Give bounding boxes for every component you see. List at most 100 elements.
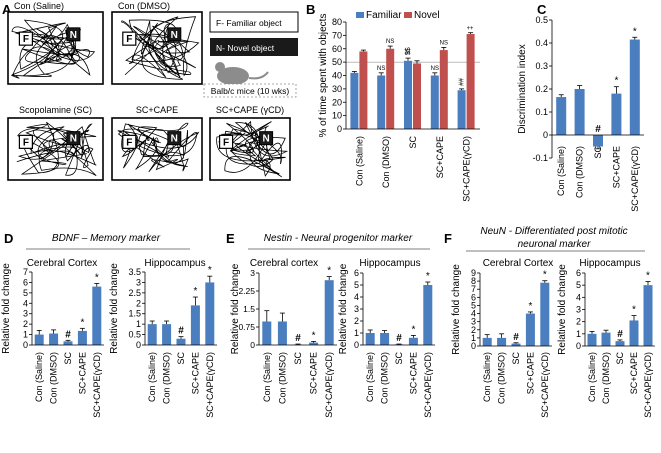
chart-subtitle: Hippocampus	[144, 258, 205, 269]
significance-marker: *	[426, 271, 430, 282]
mouse-track	[121, 16, 200, 80]
x-tick-label: SC+CAPE(γCD)	[643, 352, 653, 418]
y-tick-label: 3	[250, 268, 255, 278]
arena-label: Con (DMSO)	[118, 1, 170, 11]
y-tick-label: 1	[576, 329, 581, 339]
significance-marker: *	[80, 317, 84, 328]
annotation-label: NS	[377, 66, 385, 72]
novel-bar	[386, 48, 395, 129]
bar	[63, 341, 73, 345]
legend-swatch	[404, 12, 412, 18]
y-tick-label: 5	[471, 300, 476, 310]
y-tick-label: 50	[332, 57, 342, 67]
y-axis-label: Relative fold change	[1, 263, 12, 354]
y-tick-label: 0.5	[128, 330, 141, 340]
familiar-object-letter: F	[126, 34, 132, 45]
significance-marker: *	[312, 330, 316, 341]
y-tick-label: 0	[576, 341, 581, 351]
familiar-bar	[457, 90, 466, 129]
y-tick-label: 1	[136, 319, 141, 329]
y-axis-label: % of time spent with objects	[318, 14, 329, 138]
bar	[190, 305, 200, 345]
object-legend: F- Familiar object N- Novel object	[209, 11, 299, 56]
y-tick-label: 7	[471, 284, 476, 294]
y-tick-label: 5	[354, 280, 359, 290]
significance-marker: #	[595, 124, 601, 135]
y-tick-label: 2	[23, 319, 28, 329]
bar	[205, 282, 215, 345]
significance-marker: *	[646, 271, 650, 282]
significance-marker: *	[327, 266, 331, 277]
significance-marker: *	[411, 324, 415, 335]
novel-object-box	[66, 27, 81, 42]
y-tick-label: 5	[576, 280, 581, 290]
y-tick-label: 1.5	[243, 304, 255, 314]
familiar-object-box	[122, 31, 137, 46]
x-tick-label: SC+CAPE	[525, 352, 535, 394]
bar	[309, 342, 319, 345]
x-tick-label: SC	[63, 352, 73, 365]
tracking-arena: F N Con (Saline)	[7, 1, 104, 85]
chart-c: # * * -0.1 0 0.1 0.2 0.3 0.4 0.5 Con (Saline) Con (…	[517, 2, 644, 212]
y-axis-label: Relative fold change	[109, 263, 120, 354]
y-tick-label: 3	[471, 317, 476, 327]
familiar-object-letter: F	[223, 137, 229, 148]
bar	[587, 333, 597, 346]
x-tick-label: SC+CAPE	[190, 352, 200, 394]
familiar-bar	[404, 60, 412, 129]
significance-marker: *	[632, 305, 636, 316]
chart-b: NS NS **$$ NS NS ## ‡ 0 10 20 30 40 50 60 70 80 Con (Sal…	[306, 2, 480, 202]
x-tick-label: Con (Saline)	[587, 352, 597, 402]
x-tick-label: SC	[176, 352, 186, 365]
y-tick-label: 7	[23, 267, 28, 277]
x-tick-label: SC	[511, 352, 521, 365]
y-tick-label: 0.3	[535, 61, 548, 71]
novel-bar	[359, 51, 368, 129]
familiar-object-box	[122, 134, 137, 149]
y-tick-label: 0	[471, 341, 476, 351]
x-tick-label: SC+CAPE	[629, 352, 639, 394]
bar	[643, 285, 653, 346]
y-tick-label: 2	[354, 316, 359, 326]
familiar-object-letter: F	[23, 137, 29, 148]
x-tick-label: Con (Saline)	[147, 352, 157, 402]
bar	[574, 89, 585, 135]
y-tick-label: 0.5	[535, 15, 548, 25]
bar	[601, 332, 611, 346]
y-tick-label: 9	[471, 268, 476, 278]
y-tick-label: 4	[576, 292, 581, 302]
mouse-label-box	[203, 83, 297, 98]
familiar-object-box	[219, 134, 234, 149]
panel-letter-f: F	[444, 231, 452, 246]
x-tick-label: Con (Saline)	[482, 352, 492, 402]
annotation-label: **	[406, 51, 411, 57]
novel-object-letter: N	[171, 134, 178, 145]
bar	[262, 321, 272, 345]
y-tick-label: 1	[471, 333, 476, 343]
y-tick-label: 70	[332, 30, 342, 40]
mouse-track	[16, 121, 97, 176]
significance-marker: #	[295, 333, 301, 344]
novel-object-letter: N	[70, 134, 77, 145]
y-tick-label: 0.1	[535, 107, 548, 117]
bar	[423, 285, 433, 345]
x-tick-label: SC	[593, 146, 603, 159]
mouse-ear	[215, 62, 225, 72]
bar	[482, 337, 492, 346]
y-tick-label: 2	[136, 298, 141, 308]
novel-bar	[439, 50, 448, 129]
y-tick-label: 4	[354, 292, 359, 302]
y-tick-label: 3	[354, 304, 359, 314]
y-tick-label: 2	[576, 317, 581, 327]
x-tick-label: SC+CAPE(γCD)	[324, 352, 334, 418]
bar	[525, 313, 535, 346]
arena-label: SC+CAPE	[136, 105, 178, 115]
chart-subtitle: Cerebral Cortex	[483, 258, 554, 269]
y-tick-label: 1	[23, 330, 28, 340]
tracking-arena: F N Scopolamine (SC)	[7, 105, 104, 181]
x-tick-label: SC	[408, 136, 418, 149]
chart-e1: # * * 0 0.75 1.5 2.25 3 Con (Saline) Con (DMSO) SC…	[230, 258, 337, 418]
bar	[615, 341, 625, 346]
y-tick-label: 20	[332, 97, 342, 107]
